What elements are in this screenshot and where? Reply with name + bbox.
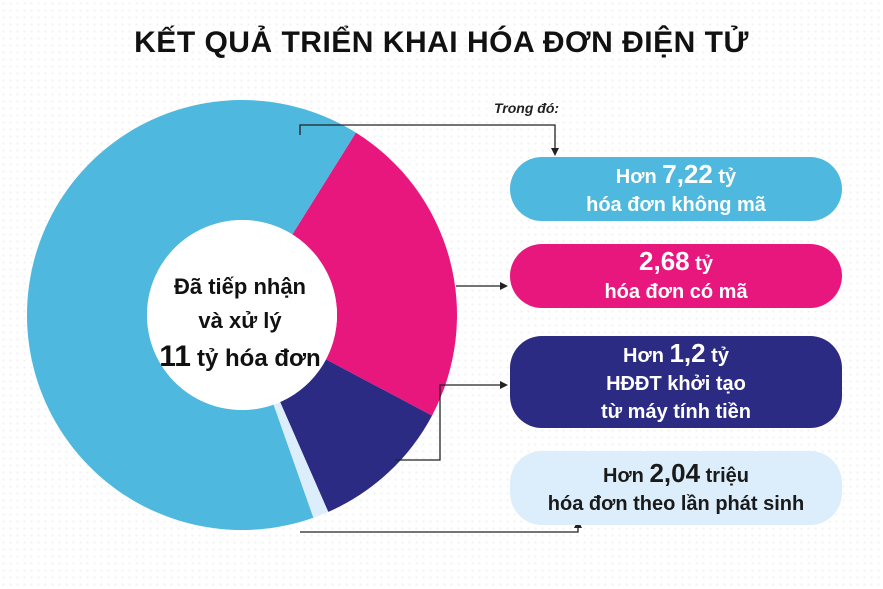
callout-unit: tỷ <box>689 252 713 275</box>
center-line-2: và xử lý <box>198 308 282 333</box>
donut-slice-lan-phat-sinh <box>273 402 329 518</box>
connector-line-lan-phat-sinh <box>300 525 579 533</box>
callout-may-tinh-tien: Hơn 1,2 tỷ HĐĐT khởi tạo từ máy tính tiề… <box>510 336 842 428</box>
callout-value: 1,2 <box>669 337 706 368</box>
callout-value: 2,68 <box>639 245 690 276</box>
callout-description: hóa đơn theo lần phát sinh <box>547 492 805 515</box>
callout-unit: tỷ <box>712 165 737 188</box>
callout-value-line: Hơn 7,22 tỷ <box>510 160 842 191</box>
center-total-unit: tỷ hóa đơn <box>196 345 321 372</box>
callout-value-line: 2,68 tỷ <box>510 247 842 278</box>
connector-line-khong-ma <box>299 124 556 150</box>
callout-description: hóa đơn có mã <box>604 280 748 303</box>
callout-unit: triệu <box>700 464 749 487</box>
chart-title: KẾT QUẢ TRIỂN KHAI HÓA ĐƠN ĐIỆN TỬ <box>134 26 749 59</box>
callout-unit: tỷ <box>705 344 729 367</box>
callout-description: HĐĐT khởi tạo <box>606 372 746 395</box>
donut-slice-khong-ma <box>26 99 356 531</box>
callout-description: hóa đơn không mã <box>586 193 766 216</box>
callout-lan-phat-sinh: Hơn 2,04 triệu hóa đơn theo lần phát sin… <box>510 451 842 525</box>
connector-line-may-tinh-tien <box>395 384 502 461</box>
callout-value: 2,04 <box>649 457 701 488</box>
callout-value: 7,22 <box>662 158 713 189</box>
connector-arrow-may-tinh-tien <box>500 381 508 389</box>
donut-slice-co-ma <box>292 132 457 416</box>
callout-prefix: Hơn <box>615 165 663 188</box>
donut-center-label: Đã tiếp nhận và xử lý 11 tỷ hóa đơn <box>150 270 330 378</box>
callout-khong-ma: Hơn 7,22 tỷ hóa đơn không mã <box>510 157 842 221</box>
center-line-1: Đã tiếp nhận <box>173 274 306 299</box>
callout-description-2: từ máy tính tiền <box>600 400 752 423</box>
connector-arrow-khong-ma <box>551 148 559 156</box>
donut-slice-may-tinh-tien <box>280 359 433 512</box>
center-total: 11 tỷ hóa đơn <box>150 338 330 378</box>
callout-co-ma: 2,68 tỷ hóa đơn có mã <box>510 244 842 308</box>
connector-arrow-co-ma <box>500 282 508 290</box>
callout-prefix: Hơn <box>603 464 650 487</box>
donut-hole <box>147 220 337 410</box>
center-total-number: 11 <box>159 340 191 373</box>
callout-value-line: Hơn 2,04 triệu <box>510 459 842 490</box>
callout-value-line: Hơn 1,2 tỷ <box>510 339 842 370</box>
callout-prefix: Hơn <box>623 344 670 367</box>
note-label: Trong đó: <box>494 100 560 116</box>
